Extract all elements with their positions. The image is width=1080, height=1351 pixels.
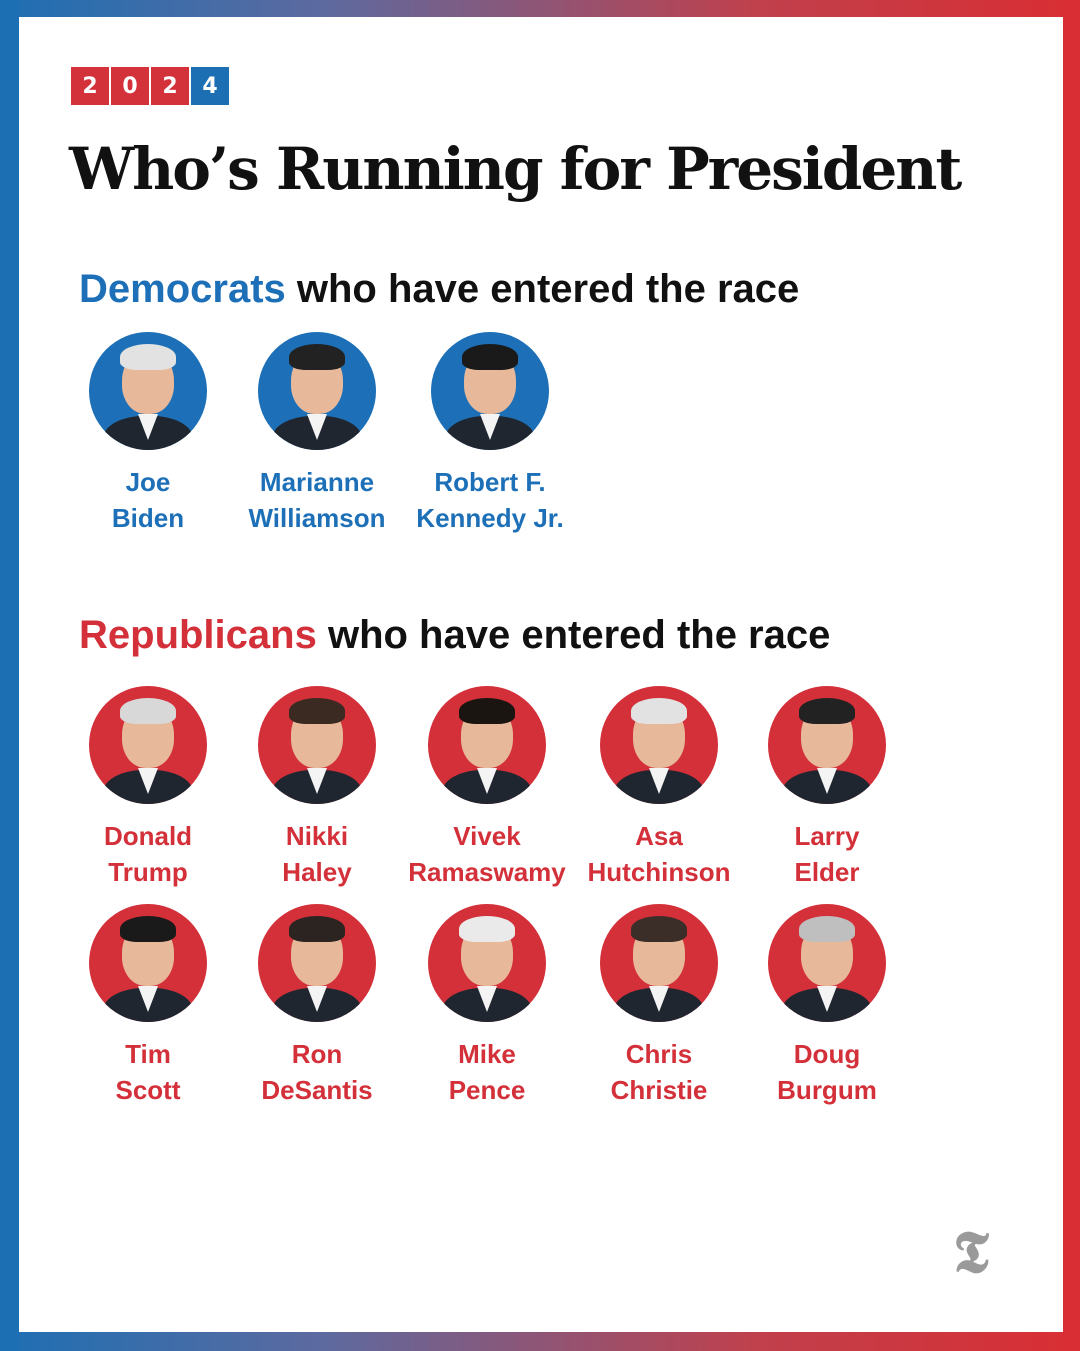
candidate-name: Mike Pence — [392, 1036, 582, 1108]
republican-candidate: Doug Burgum — [732, 904, 922, 1108]
candidate-portrait — [89, 332, 207, 450]
candidate-portrait — [428, 904, 546, 1022]
candidate-portrait — [768, 686, 886, 804]
republican-candidate: Vivek Ramaswamy — [392, 686, 582, 890]
portrait-hair — [289, 698, 345, 724]
candidate-first-name: Larry — [794, 821, 860, 851]
democrats-party-label: Democrats — [79, 267, 286, 311]
page-title: Who’s Running for President — [69, 135, 962, 203]
candidate-portrait — [600, 686, 718, 804]
republicans-heading: Republicans who have entered the race — [79, 613, 830, 658]
candidate-portrait — [89, 686, 207, 804]
portrait-hair — [799, 916, 855, 942]
portrait-hair — [120, 916, 176, 942]
candidate-portrait — [89, 904, 207, 1022]
graphic-card: 2 0 2 4 Who’s Running for President Demo… — [19, 17, 1063, 1332]
candidate-first-name: Robert F. — [434, 467, 546, 497]
republican-candidate: Asa Hutchinson — [564, 686, 754, 890]
republican-candidate: Nikki Haley — [222, 686, 412, 890]
year-badge: 2 0 2 4 — [71, 67, 231, 105]
candidate-portrait — [258, 332, 376, 450]
candidate-first-name: Marianne — [259, 467, 375, 497]
candidate-name: Chris Christie — [564, 1036, 754, 1108]
candidate-last-name: Biden — [111, 503, 185, 533]
portrait-hair — [799, 698, 855, 724]
candidate-first-name: Tim — [125, 1039, 171, 1069]
candidate-name: Ron DeSantis — [222, 1036, 412, 1108]
candidate-first-name: Vivek — [453, 821, 521, 851]
candidate-name: Larry Elder — [732, 818, 922, 890]
republican-candidate: Tim Scott — [53, 904, 243, 1108]
democrats-heading: Democrats who have entered the race — [79, 267, 799, 312]
candidate-first-name: Doug — [793, 1039, 861, 1069]
democrats-heading-suffix: who have entered the race — [285, 267, 800, 311]
candidate-last-name: Scott — [115, 1075, 181, 1105]
candidate-portrait — [258, 904, 376, 1022]
candidate-last-name: Kennedy Jr. — [416, 503, 564, 533]
portrait-hair — [289, 344, 345, 370]
candidate-first-name: Nikki — [285, 821, 349, 851]
portrait-hair — [631, 916, 687, 942]
republicans-heading-suffix: who have entered the race — [316, 613, 831, 657]
portrait-hair — [459, 698, 515, 724]
candidate-name: Marianne Williamson — [222, 464, 412, 536]
candidate-first-name: Ron — [291, 1039, 343, 1069]
portrait-hair — [120, 344, 176, 370]
portrait-hair — [120, 698, 176, 724]
year-digit: 2 — [71, 67, 109, 105]
candidate-last-name: Haley — [282, 857, 352, 887]
candidate-name: Tim Scott — [53, 1036, 243, 1108]
candidate-portrait — [428, 686, 546, 804]
nyt-t-logo-icon: 𝕿 — [953, 1218, 989, 1286]
candidate-last-name: DeSantis — [261, 1075, 373, 1105]
candidate-last-name: Trump — [108, 857, 188, 887]
candidate-last-name: Elder — [794, 857, 860, 887]
year-digit: 2 — [151, 67, 189, 105]
candidate-first-name: Joe — [125, 467, 171, 497]
democrat-candidate: Robert F. Kennedy Jr. — [395, 332, 585, 536]
candidate-name: Asa Hutchinson — [564, 818, 754, 890]
candidate-name: Doug Burgum — [732, 1036, 922, 1108]
candidate-name: Nikki Haley — [222, 818, 412, 890]
portrait-hair — [462, 344, 518, 370]
portrait-hair — [289, 916, 345, 942]
republican-candidate: Mike Pence — [392, 904, 582, 1108]
candidate-name: Joe Biden — [53, 464, 243, 536]
candidate-first-name: Asa — [635, 821, 683, 851]
republican-candidate: Larry Elder — [732, 686, 922, 890]
democrat-candidate: Joe Biden — [53, 332, 243, 536]
candidate-last-name: Christie — [610, 1075, 708, 1105]
portrait-hair — [459, 916, 515, 942]
candidate-first-name: Donald — [103, 821, 193, 851]
candidate-portrait — [431, 332, 549, 450]
republican-candidate: Chris Christie — [564, 904, 754, 1108]
republican-candidate: Donald Trump — [53, 686, 243, 890]
candidate-last-name: Burgum — [777, 1075, 877, 1105]
candidate-name: Donald Trump — [53, 818, 243, 890]
candidate-last-name: Ramaswamy — [408, 857, 566, 887]
portrait-hair — [631, 698, 687, 724]
candidate-portrait — [768, 904, 886, 1022]
candidate-name: Robert F. Kennedy Jr. — [395, 464, 585, 536]
candidate-portrait — [600, 904, 718, 1022]
candidate-first-name: Chris — [625, 1039, 693, 1069]
democrat-candidate: Marianne Williamson — [222, 332, 412, 536]
year-digit: 0 — [111, 67, 149, 105]
candidate-last-name: Pence — [448, 1075, 526, 1105]
candidate-last-name: Hutchinson — [587, 857, 731, 887]
candidate-name: Vivek Ramaswamy — [392, 818, 582, 890]
candidate-first-name: Mike — [458, 1039, 516, 1069]
year-digit: 4 — [191, 67, 229, 105]
republicans-party-label: Republicans — [79, 613, 317, 657]
republican-candidate: Ron DeSantis — [222, 904, 412, 1108]
candidate-portrait — [258, 686, 376, 804]
candidate-last-name: Williamson — [248, 503, 386, 533]
